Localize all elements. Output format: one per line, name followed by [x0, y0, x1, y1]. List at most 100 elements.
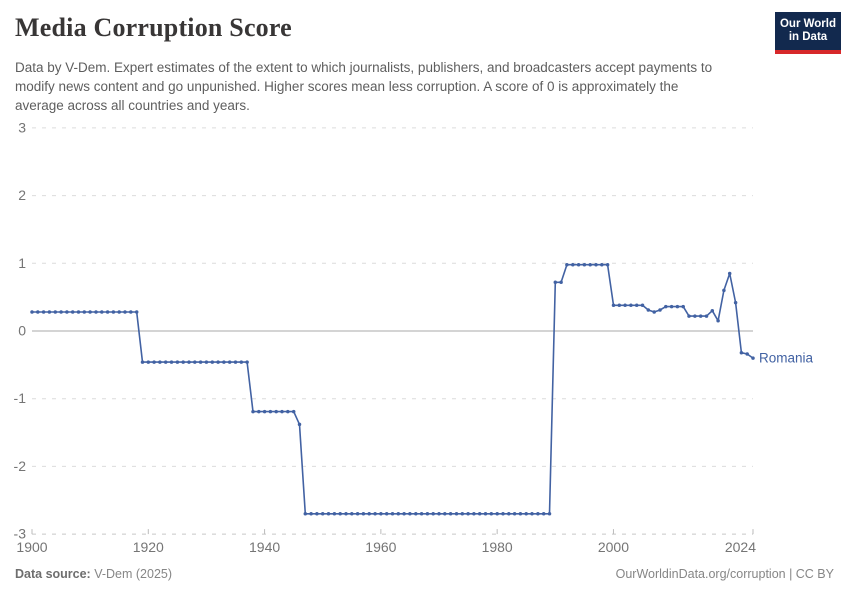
data-point[interactable] [36, 310, 40, 314]
data-point[interactable] [559, 280, 563, 285]
data-point[interactable] [512, 512, 517, 516]
data-point[interactable] [454, 512, 459, 516]
data-point[interactable] [495, 512, 499, 516]
data-point[interactable] [100, 310, 104, 314]
data-point[interactable] [326, 512, 331, 516]
data-point[interactable] [152, 360, 156, 364]
data-point[interactable] [739, 350, 744, 355]
data-point[interactable] [163, 360, 168, 364]
data-point[interactable] [251, 409, 255, 414]
data-point[interactable] [687, 314, 691, 318]
data-point[interactable] [315, 512, 319, 516]
data-point[interactable] [669, 304, 674, 309]
data-point[interactable] [751, 356, 755, 360]
data-point[interactable] [227, 360, 232, 364]
data-point[interactable] [611, 303, 616, 308]
data-point[interactable] [582, 262, 587, 267]
data-point[interactable] [187, 360, 191, 364]
data-point[interactable] [745, 352, 749, 356]
data-point[interactable] [274, 409, 278, 414]
data-point[interactable] [175, 360, 180, 364]
data-point[interactable] [123, 310, 127, 314]
data-point[interactable] [88, 310, 92, 314]
data-point[interactable] [65, 310, 69, 314]
data-point[interactable] [472, 512, 476, 516]
data-point[interactable] [198, 360, 203, 364]
data-point[interactable] [291, 409, 296, 414]
data-point[interactable] [332, 512, 337, 516]
data-point[interactable] [547, 512, 552, 516]
data-point[interactable] [373, 512, 377, 516]
data-point[interactable] [524, 512, 528, 516]
data-point[interactable] [59, 310, 63, 314]
data-point[interactable] [414, 512, 418, 516]
data-point[interactable] [355, 512, 360, 516]
data-point[interactable] [588, 262, 592, 267]
data-point[interactable] [384, 512, 389, 516]
data-point[interactable] [361, 512, 366, 516]
data-point[interactable] [134, 310, 139, 314]
data-point[interactable] [344, 512, 348, 516]
data-point[interactable] [594, 262, 598, 267]
data-point[interactable] [280, 409, 284, 414]
data-point[interactable] [658, 308, 662, 312]
data-point[interactable] [698, 314, 703, 318]
data-point[interactable] [571, 262, 575, 267]
data-point[interactable] [216, 360, 220, 364]
data-point[interactable] [181, 360, 185, 364]
data-point[interactable] [489, 512, 494, 516]
data-point[interactable] [437, 512, 441, 516]
data-point[interactable] [629, 303, 633, 308]
data-point[interactable] [158, 360, 162, 364]
data-point[interactable] [553, 280, 558, 285]
data-point[interactable] [70, 310, 75, 314]
data-point[interactable] [111, 310, 116, 314]
data-point[interactable] [30, 310, 34, 314]
data-point[interactable] [640, 303, 645, 308]
data-point[interactable] [396, 512, 401, 516]
data-point[interactable] [222, 360, 226, 364]
data-point[interactable] [193, 360, 197, 364]
data-point[interactable] [320, 512, 325, 516]
data-point[interactable] [140, 360, 145, 364]
data-point[interactable] [129, 310, 133, 314]
data-point[interactable] [402, 512, 406, 516]
data-point[interactable] [419, 512, 424, 516]
data-point[interactable] [483, 512, 488, 516]
series-label-romania[interactable]: Romania [759, 351, 814, 366]
data-point[interactable] [268, 409, 273, 414]
data-point[interactable] [460, 512, 465, 516]
data-point[interactable] [82, 310, 87, 314]
data-point[interactable] [309, 512, 313, 516]
data-point[interactable] [169, 360, 174, 364]
data-point[interactable] [675, 304, 680, 309]
data-point[interactable] [565, 262, 569, 267]
data-point[interactable] [501, 512, 505, 516]
data-point[interactable] [623, 303, 627, 308]
series-line-romania[interactable] [32, 263, 754, 515]
data-point[interactable] [646, 308, 651, 312]
credit-line[interactable]: OurWorldinData.org/corruption | CC BY [615, 567, 834, 581]
data-point[interactable] [233, 360, 238, 364]
data-point[interactable] [466, 512, 470, 516]
data-point[interactable] [727, 271, 732, 276]
data-point[interactable] [105, 310, 110, 314]
data-point[interactable] [605, 262, 610, 267]
data-point[interactable] [507, 512, 511, 516]
data-point[interactable] [664, 304, 668, 309]
data-point[interactable] [536, 512, 540, 516]
data-point[interactable] [704, 314, 709, 318]
data-point[interactable] [652, 310, 656, 314]
data-point[interactable] [297, 422, 302, 427]
data-point[interactable] [94, 310, 98, 314]
data-point[interactable] [47, 310, 52, 314]
data-point[interactable] [425, 512, 430, 516]
data-point[interactable] [681, 304, 685, 309]
data-point[interactable] [257, 409, 261, 414]
data-point[interactable] [53, 310, 58, 314]
data-point[interactable] [733, 300, 738, 305]
data-point[interactable] [477, 512, 482, 516]
data-point[interactable] [239, 360, 244, 364]
data-point[interactable] [262, 409, 267, 414]
data-point[interactable] [408, 512, 412, 516]
